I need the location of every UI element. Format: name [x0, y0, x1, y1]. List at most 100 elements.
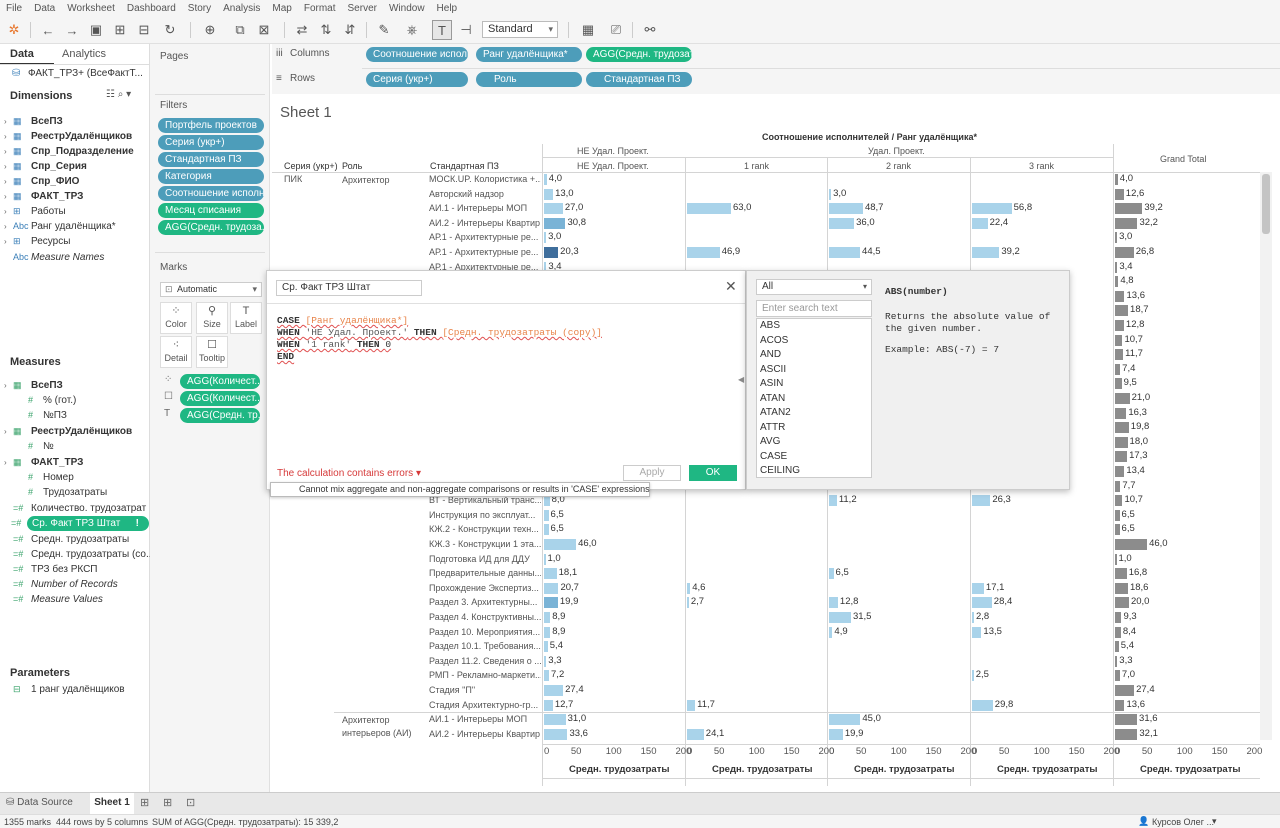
- measure-field[interactable]: # % (гот.): [0, 393, 150, 408]
- marks-tooltip-button[interactable]: ☐ Tooltip: [196, 336, 228, 368]
- clear-sheet-icon[interactable]: ⊠: [258, 22, 270, 37]
- group-icon[interactable]: ⎈: [406, 22, 418, 37]
- grand-total-bar[interactable]: [1115, 728, 1138, 740]
- menu-help[interactable]: Help: [436, 2, 458, 14]
- function-item[interactable]: ABS: [757, 319, 871, 334]
- measure-field[interactable]: =# Количество. трудозатрат: [0, 501, 150, 516]
- bar-mark[interactable]: [544, 509, 549, 521]
- grand-total-bar[interactable]: [1115, 407, 1127, 419]
- dimension-field[interactable]: › ▦ Спр_Подразделение: [0, 144, 150, 159]
- filter-pill[interactable]: Стандартная ПЗ: [158, 152, 264, 167]
- dimension-field[interactable]: › ⊞ Ресурсы: [0, 234, 150, 249]
- function-list[interactable]: ABS ACOS AND ASCII ASIN ATAN ATAN2 ATTR AVG CASE C…: [756, 318, 872, 478]
- new-datasource-icon[interactable]: ⊞: [114, 22, 126, 37]
- mark-size-select[interactable]: Standard: [482, 21, 558, 38]
- grand-total-bar[interactable]: [1115, 349, 1124, 361]
- bar-mark[interactable]: [972, 626, 982, 638]
- grand-total-bar[interactable]: [1115, 261, 1118, 273]
- grand-total-bar[interactable]: [1115, 232, 1118, 244]
- bar-mark[interactable]: [829, 597, 838, 609]
- bar-mark[interactable]: [544, 539, 577, 550]
- bar-mark[interactable]: [972, 699, 993, 711]
- bar-mark[interactable]: [544, 670, 550, 682]
- function-category-select[interactable]: All ▾: [756, 279, 872, 295]
- grand-total-bar[interactable]: [1115, 495, 1123, 507]
- duplicate-sheet-icon[interactable]: ⧉: [235, 22, 245, 37]
- marks-size-button[interactable]: ⚲ Size: [196, 302, 228, 334]
- grand-total-bar[interactable]: [1115, 480, 1121, 492]
- apply-button[interactable]: Apply: [623, 465, 681, 481]
- expand-arrow-icon[interactable]: ›: [4, 207, 7, 216]
- grand-total-bar[interactable]: [1115, 539, 1148, 550]
- bar-mark[interactable]: [829, 626, 833, 638]
- expand-arrow-icon[interactable]: ›: [4, 162, 7, 171]
- expand-arrow-icon[interactable]: ›: [4, 237, 7, 246]
- menu-dashboard[interactable]: Dashboard: [126, 2, 176, 14]
- bar-mark[interactable]: [687, 247, 720, 258]
- pause-updates-icon[interactable]: ⊟: [138, 22, 150, 37]
- function-item[interactable]: ACOS: [760, 334, 789, 346]
- menu-story[interactable]: Story: [187, 2, 212, 14]
- grand-total-bar[interactable]: [1115, 553, 1117, 565]
- function-reference-pane[interactable]: ◀ All ▾ Enter search text ABS ACOS AND ASCI…: [738, 270, 1070, 490]
- bar-mark[interactable]: [544, 641, 548, 653]
- function-item[interactable]: ATAN: [760, 392, 786, 404]
- bar-mark[interactable]: [544, 728, 568, 740]
- close-icon[interactable]: ✕: [725, 278, 737, 294]
- grand-total-bar[interactable]: [1115, 436, 1128, 448]
- grand-total-bar[interactable]: [1115, 714, 1138, 726]
- measure-field-selected[interactable]: =# Ср. Факт ТРЗ Штат!: [11, 516, 149, 531]
- function-item[interactable]: CASE: [760, 450, 788, 462]
- grand-total-bar[interactable]: [1115, 247, 1134, 258]
- grand-total-bar[interactable]: [1115, 568, 1127, 580]
- calculation-editor[interactable]: Ср. Факт ТРЗ Штат ✕ CASE [Ранг удалёнщик…: [266, 270, 746, 490]
- filter-pill[interactable]: Месяц списания: [158, 203, 264, 218]
- vertical-scrollbar[interactable]: [1260, 172, 1272, 740]
- save-icon[interactable]: ▣: [89, 22, 103, 37]
- bar-mark[interactable]: [544, 524, 549, 536]
- swap-icon[interactable]: ⇄: [296, 22, 308, 37]
- highlight-icon[interactable]: ✎: [378, 22, 390, 37]
- share-icon[interactable]: ⚯: [644, 22, 656, 37]
- grand-total-bar[interactable]: [1115, 290, 1125, 302]
- rows-pill[interactable]: Роль: [476, 72, 582, 87]
- bar-mark[interactable]: [544, 188, 554, 200]
- expand-arrow-icon[interactable]: ›: [4, 132, 7, 141]
- bar-mark[interactable]: [829, 217, 855, 229]
- bar-mark[interactable]: [829, 714, 861, 726]
- menu-map[interactable]: Map: [272, 2, 292, 14]
- grand-total-bar[interactable]: [1115, 422, 1129, 434]
- calc-error-label[interactable]: The calculation contains errors ▾: [277, 468, 421, 479]
- bar-mark[interactable]: [544, 232, 547, 244]
- columns-pill[interactable]: Ранг удалёнщика*: [476, 47, 582, 62]
- expand-arrow-icon[interactable]: ›: [4, 222, 7, 231]
- marks-detail-button[interactable]: ⁖ Detail: [160, 336, 192, 368]
- dim-tools-icon[interactable]: ☷ ⌕ ▾: [106, 89, 132, 100]
- tab-sheet-1[interactable]: Sheet 1: [90, 793, 134, 814]
- datasource-tab[interactable]: ⛁ Data Source: [6, 797, 73, 808]
- menu-analysis[interactable]: Analysis: [223, 2, 261, 14]
- function-item[interactable]: ASCII: [760, 363, 787, 375]
- grand-total-bar[interactable]: [1115, 509, 1120, 521]
- menu-data[interactable]: Data: [34, 2, 56, 14]
- bar-mark[interactable]: [972, 582, 984, 594]
- user-name[interactable]: Курсов Олег ...: [1152, 817, 1214, 827]
- new-worksheet-icon[interactable]: ⊕: [204, 22, 216, 37]
- grand-total-bar[interactable]: [1115, 685, 1135, 696]
- bar-mark[interactable]: [544, 217, 566, 229]
- grand-total-bar[interactable]: [1115, 334, 1123, 346]
- measure-field[interactable]: # Трудозатраты: [0, 485, 150, 500]
- bar-mark[interactable]: [972, 495, 991, 507]
- measure-field[interactable]: › ▦ РеестрУдалёнщиков: [0, 424, 150, 439]
- rows-pill[interactable]: Серия (укр+): [366, 72, 468, 87]
- measure-field[interactable]: # №: [0, 439, 150, 454]
- grand-total-bar[interactable]: [1115, 641, 1119, 653]
- grand-total-bar[interactable]: [1115, 699, 1125, 711]
- dimension-field[interactable]: › Abc Ранг удалёнщика*: [0, 219, 150, 234]
- bar-mark[interactable]: [972, 612, 974, 623]
- measure-field[interactable]: =# Средн. трудозатраты (со...: [0, 547, 150, 562]
- measure-field[interactable]: # №ПЗ: [0, 408, 150, 423]
- function-search-input[interactable]: Enter search text: [756, 300, 872, 317]
- show-cards-icon[interactable]: ▦: [581, 22, 595, 37]
- dimension-field[interactable]: › ▦ ФАКТ_ТРЗ: [0, 189, 150, 204]
